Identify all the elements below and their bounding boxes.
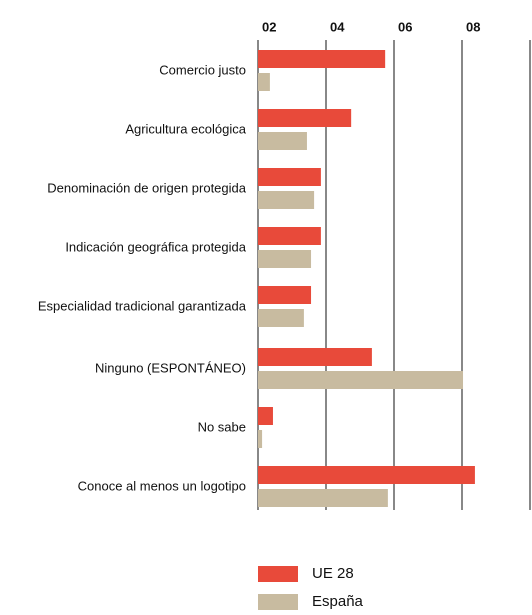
- category-label: Especialidad tradicional garantizada: [38, 298, 247, 313]
- bar: [258, 73, 270, 91]
- bar: [258, 466, 475, 484]
- x-tick-label: 04: [330, 19, 345, 34]
- bar: [258, 286, 312, 304]
- bar: [258, 109, 352, 127]
- bar: [258, 227, 321, 245]
- category-label: Indicación geográfica protegida: [65, 239, 246, 254]
- category-label: Conoce al menos un logotipo: [78, 478, 246, 493]
- bar: [258, 348, 372, 366]
- bar: [258, 132, 307, 150]
- x-tick-label: 02: [262, 19, 276, 34]
- category-label: Ninguno (ESPONTÁNEO): [95, 360, 246, 375]
- bar: [258, 309, 304, 327]
- category-label: Comercio justo: [159, 62, 246, 77]
- legend-swatch: [258, 566, 298, 582]
- legend-label: España: [312, 593, 364, 610]
- category-label: Denominación de origen protegida: [47, 180, 247, 195]
- category-label: No sabe: [198, 419, 246, 434]
- bar: [258, 430, 263, 448]
- category-label: Agricultura ecológica: [125, 121, 246, 136]
- legend-label: UE 28: [312, 565, 354, 582]
- bar: [258, 489, 388, 507]
- bar: [258, 168, 321, 186]
- bar: [258, 407, 273, 425]
- bar: [258, 50, 386, 68]
- x-tick-label: 08: [466, 19, 480, 34]
- bar: [258, 371, 464, 389]
- legend-swatch: [258, 594, 298, 610]
- x-tick-label: 06: [398, 19, 412, 34]
- bar: [258, 250, 312, 268]
- bar: [258, 191, 315, 209]
